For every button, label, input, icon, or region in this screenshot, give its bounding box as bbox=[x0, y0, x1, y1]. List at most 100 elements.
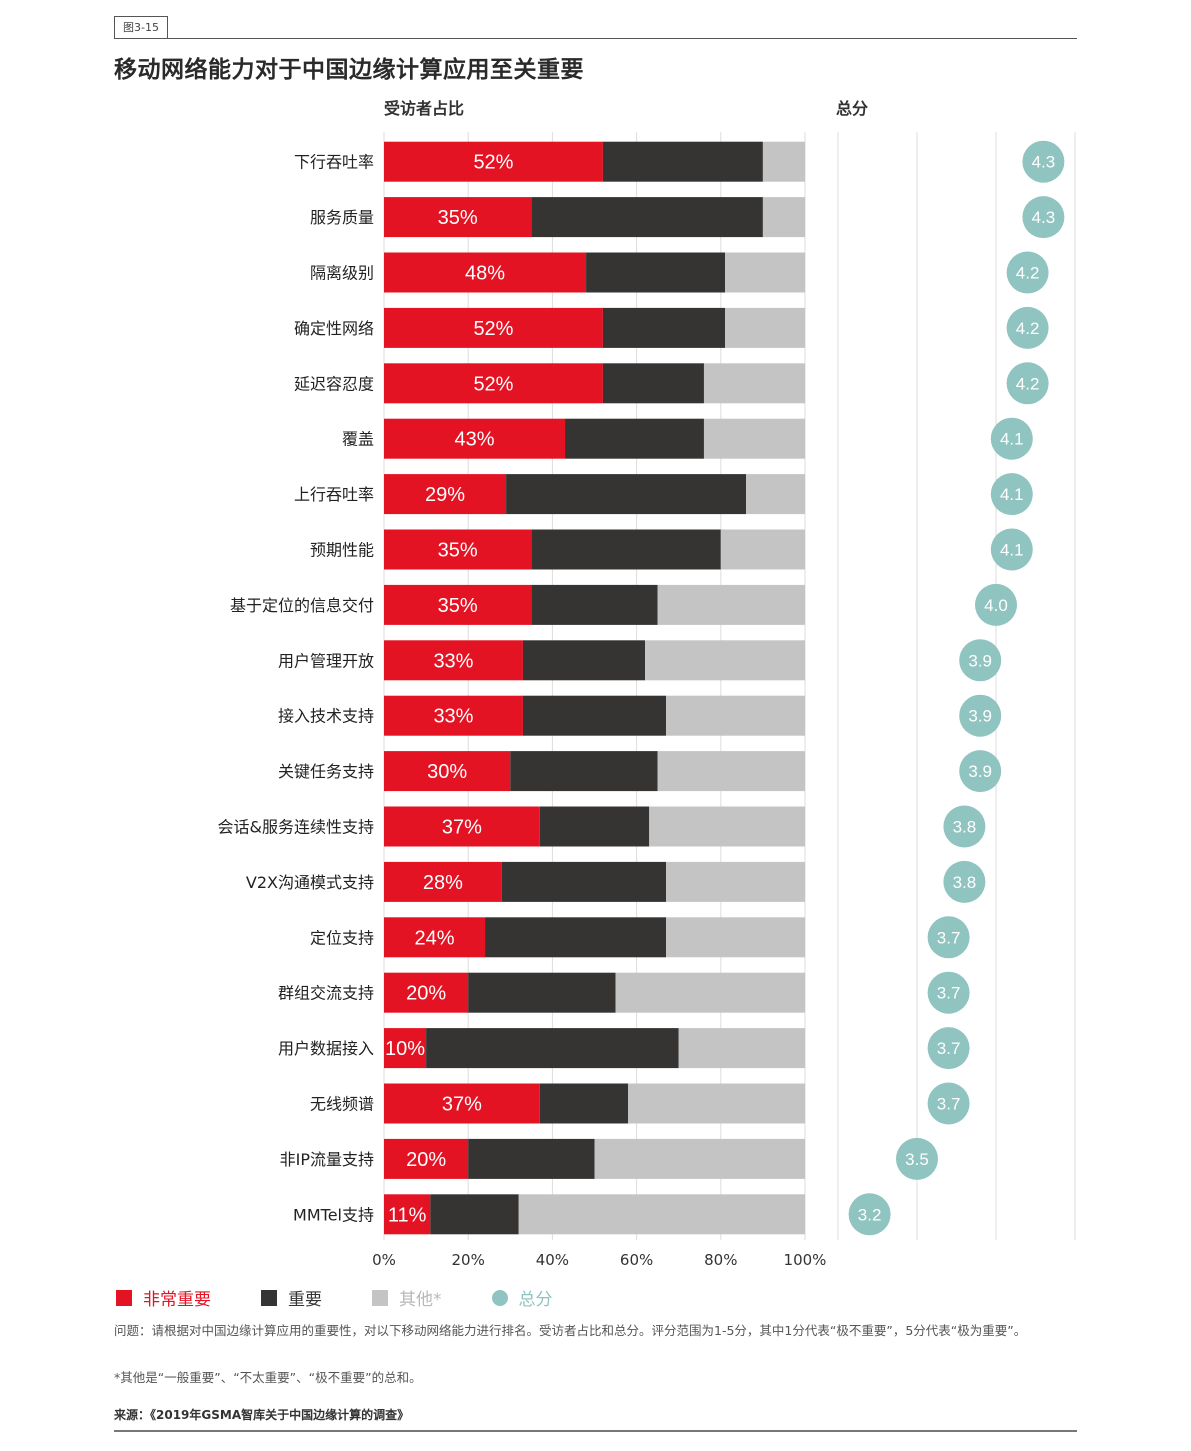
bar-segment-important bbox=[522, 640, 646, 681]
bar-segment-other bbox=[725, 252, 805, 293]
bar-segment-important bbox=[602, 307, 726, 348]
bar-data-label: 48% bbox=[465, 263, 505, 285]
bar-segment-other bbox=[518, 1194, 805, 1235]
bar-segment-very-important bbox=[384, 1083, 540, 1124]
bar-segment-other bbox=[657, 584, 805, 625]
bar-segment-important bbox=[426, 1028, 679, 1069]
score-marker bbox=[990, 417, 1033, 460]
score-marker bbox=[896, 1137, 938, 1180]
bar-segment-very-important bbox=[384, 806, 540, 847]
bar-segment-other bbox=[594, 1138, 805, 1179]
bar-segment-very-important bbox=[384, 141, 603, 182]
bar-segment-important bbox=[602, 141, 763, 182]
bar-segment-important bbox=[539, 1083, 629, 1124]
x-tick-label: 80% bbox=[704, 1251, 737, 1269]
bar-segment-important bbox=[565, 418, 704, 459]
bar-data-label: 37% bbox=[442, 1094, 482, 1116]
score-label: 3.2 bbox=[858, 1205, 882, 1224]
score-marker bbox=[1022, 196, 1065, 239]
score-marker bbox=[1006, 251, 1049, 294]
legend-label-important: 重要 bbox=[288, 1290, 322, 1310]
bar-data-label: 10% bbox=[385, 1038, 425, 1060]
bar-segment-very-important bbox=[384, 751, 511, 792]
score-label: 4.1 bbox=[1000, 430, 1024, 449]
legend-item-score: 总分 bbox=[491, 1285, 553, 1310]
legend-item-important: 重要 bbox=[261, 1285, 322, 1310]
x-tick-label: 100% bbox=[784, 1251, 827, 1269]
bar-segment-very-important bbox=[384, 363, 603, 404]
score-marker bbox=[927, 1027, 970, 1070]
bar-data-label: 52% bbox=[473, 373, 513, 395]
bar-data-label: 35% bbox=[438, 207, 478, 229]
score-marker bbox=[943, 805, 986, 848]
category-label: 服务质量 bbox=[310, 208, 374, 227]
bar-data-label: 52% bbox=[473, 152, 513, 174]
bar-segment-very-important bbox=[384, 972, 469, 1013]
legend: 非常重要 重要 其他* 总分 bbox=[116, 1285, 603, 1310]
category-label: 接入技术支持 bbox=[278, 707, 374, 726]
legend-item-other: 其他* bbox=[372, 1285, 442, 1310]
bar-segment-other bbox=[703, 363, 805, 404]
bar-segment-other bbox=[645, 640, 805, 681]
category-label: 关键任务支持 bbox=[278, 762, 374, 781]
source-note: 来源：《2019年GSMA智库关于中国边缘计算的调查》 bbox=[114, 1408, 410, 1422]
bar-segment-very-important bbox=[384, 1028, 427, 1069]
score-marker bbox=[990, 473, 1033, 516]
bar-data-label: 52% bbox=[473, 318, 513, 340]
score-marker bbox=[975, 583, 1017, 626]
bar-data-label: 29% bbox=[425, 484, 465, 506]
legend-item-very-important: 非常重要 bbox=[116, 1285, 211, 1310]
bar-data-label: 35% bbox=[438, 540, 478, 562]
bar-segment-important bbox=[539, 806, 650, 847]
bar-data-label: 43% bbox=[454, 429, 494, 451]
score-label: 3.7 bbox=[937, 928, 961, 947]
category-label: 覆盖 bbox=[342, 430, 374, 449]
legend-swatch-very-important bbox=[116, 1289, 132, 1306]
legend-swatch-important bbox=[261, 1289, 277, 1306]
bar-segment-important bbox=[430, 1194, 519, 1235]
bar-segment-important bbox=[522, 695, 667, 736]
bar-segment-other bbox=[657, 751, 805, 792]
bar-segment-other bbox=[703, 418, 805, 459]
bar-segment-very-important bbox=[384, 584, 532, 625]
category-label: 延迟容忍度 bbox=[294, 374, 374, 393]
category-label: 会话&服务连续性支持 bbox=[218, 818, 374, 837]
bar-segment-important bbox=[501, 861, 667, 902]
score-marker bbox=[959, 694, 1002, 737]
x-tick-label: 20% bbox=[452, 1251, 485, 1269]
score-label: 3.7 bbox=[937, 1039, 961, 1058]
category-label: 群组交流支持 bbox=[278, 984, 374, 1003]
bar-segment-very-important bbox=[384, 1138, 469, 1179]
score-marker bbox=[848, 1193, 891, 1236]
bar-segment-very-important bbox=[384, 917, 486, 958]
score-label: 4.2 bbox=[1016, 264, 1040, 283]
chart-canvas: 0% 20% 40% 60% 80% 100% 下行吞吐率 52% 4.3 服务质量 35% 4.3 隔… bbox=[218, 132, 1076, 1269]
figure-tag: 图3-15 bbox=[114, 16, 168, 39]
score-label: 4.0 bbox=[984, 596, 1008, 615]
category-label: 确定性网络 bbox=[294, 319, 374, 338]
bar-segment-very-important bbox=[384, 474, 507, 515]
bar-chart-subtitle: 受访者占比 bbox=[384, 99, 465, 118]
score-label: 3.9 bbox=[968, 707, 992, 726]
bar-segment-other bbox=[666, 861, 805, 902]
bar-segment-important bbox=[485, 917, 667, 958]
bar-data-label: 11% bbox=[388, 1204, 427, 1226]
score-marker bbox=[1006, 306, 1049, 349]
bar-segment-very-important bbox=[384, 252, 587, 293]
score-label: 3.7 bbox=[937, 1095, 961, 1114]
legend-label-very-important: 非常重要 bbox=[143, 1290, 211, 1310]
bar-data-label: 33% bbox=[433, 706, 473, 728]
score-label: 3.8 bbox=[953, 873, 977, 892]
bar-segment-very-important bbox=[384, 1194, 431, 1235]
bar-segment-important bbox=[586, 252, 726, 293]
legend-swatch-score bbox=[491, 1289, 508, 1306]
bar-segment-other bbox=[628, 1083, 805, 1124]
bar-data-label: 28% bbox=[423, 872, 463, 894]
category-label: MMTel支持 bbox=[293, 1205, 374, 1224]
score-label: 4.1 bbox=[1000, 485, 1024, 504]
score-marker bbox=[1006, 362, 1049, 405]
bar-segment-other bbox=[746, 474, 805, 515]
bar-segment-other bbox=[678, 1028, 805, 1069]
bar-segment-very-important bbox=[384, 197, 532, 238]
bar-segment-important bbox=[531, 584, 658, 625]
